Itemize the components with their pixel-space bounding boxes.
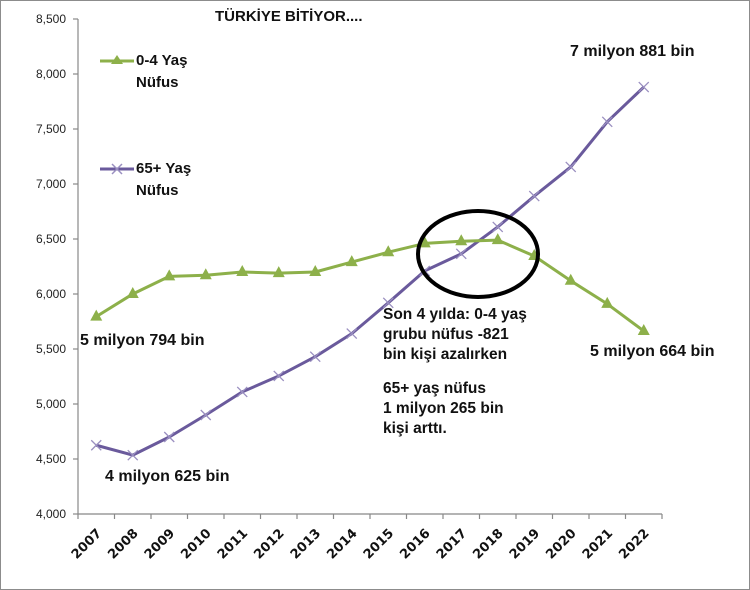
x-marker-icon bbox=[528, 190, 540, 202]
x-marker-icon bbox=[200, 409, 212, 421]
triangle-marker-icon bbox=[126, 287, 139, 298]
note-line: bin kişi azalırken bbox=[383, 346, 508, 363]
x-tick-label: 2019 bbox=[507, 526, 543, 562]
triangle-marker-icon bbox=[236, 265, 249, 276]
x-tick-label: 2013 bbox=[288, 526, 324, 562]
note-text: Son 4 yılda: 0-4 yaş grubu nüfus -821 bi… bbox=[383, 305, 527, 439]
triangle-marker-icon bbox=[637, 323, 650, 335]
x-marker-icon bbox=[127, 449, 139, 461]
legend-label: Nüfus bbox=[136, 74, 179, 91]
x-marker-icon bbox=[638, 81, 650, 93]
y-tick-label: 4,500 bbox=[36, 452, 66, 466]
x-tick-label: 2021 bbox=[580, 526, 616, 562]
x-marker-icon bbox=[382, 297, 394, 309]
note-line: grubu nüfus -821 bbox=[383, 326, 509, 343]
y-tick-label: 5,500 bbox=[36, 342, 66, 356]
note-line: kişi arttı. bbox=[383, 420, 447, 437]
x-tick-label: 2009 bbox=[142, 526, 178, 562]
triangle-marker-icon bbox=[100, 50, 134, 70]
note-line: 1 milyon 265 bin bbox=[383, 400, 504, 417]
annotation-green-start: 5 milyon 794 bin bbox=[80, 332, 205, 349]
annotation-purple-start: 4 milyon 625 bin bbox=[105, 468, 230, 485]
triangle-marker-icon bbox=[199, 268, 212, 280]
legend-label: 65+ Yaş bbox=[136, 160, 192, 177]
legend-item-65plus: 65+ Yaş Nüfus bbox=[100, 158, 191, 202]
triangle-marker-icon bbox=[309, 265, 322, 276]
y-tick-label: 7,000 bbox=[36, 177, 66, 191]
note-line: 65+ yaş nüfus bbox=[383, 380, 486, 397]
triangle-marker-icon bbox=[345, 255, 358, 267]
y-tick-label: 6,000 bbox=[36, 287, 66, 301]
x-tick-label: 2016 bbox=[397, 526, 433, 562]
x-tick-label: 2011 bbox=[215, 526, 251, 562]
triangle-marker-icon bbox=[272, 266, 285, 278]
x-marker-icon bbox=[163, 431, 175, 443]
triangle-marker-icon bbox=[564, 273, 577, 285]
series-layer bbox=[90, 81, 650, 461]
triangle-marker-icon bbox=[491, 233, 504, 245]
x-marker-icon bbox=[90, 439, 102, 451]
legend-item-0-4: 0-4 Yaş Nüfus bbox=[100, 50, 187, 94]
legend-label: Nüfus bbox=[136, 182, 179, 199]
y-tick-label: 8,000 bbox=[36, 67, 66, 81]
x-marker-icon bbox=[455, 248, 467, 260]
x-marker-icon bbox=[492, 221, 504, 233]
x-marker-icon bbox=[273, 370, 285, 382]
x-tick-label: 2014 bbox=[324, 526, 360, 562]
x-tick-label: 2022 bbox=[616, 526, 652, 562]
legend-label: 0-4 Yaş bbox=[136, 52, 188, 69]
triangle-marker-icon bbox=[90, 309, 103, 321]
x-tick-label: 2015 bbox=[361, 526, 397, 562]
x-axis: 2007 2008 2009 2010 2011 2012 2013 2014 2015 2016… bbox=[69, 513, 663, 562]
x-marker-icon bbox=[236, 386, 248, 398]
annotation-purple-end: 7 milyon 881 bin bbox=[570, 43, 695, 60]
x-tick-label: 2008 bbox=[105, 526, 141, 562]
y-tick-label: 7,500 bbox=[36, 122, 66, 136]
triangle-marker-icon bbox=[163, 269, 176, 281]
y-tick-label: 8,500 bbox=[36, 12, 66, 26]
series-0-4-yas bbox=[90, 233, 650, 335]
y-tick-label: 4,000 bbox=[36, 507, 66, 521]
x-tick-label: 2007 bbox=[69, 526, 105, 562]
y-tick-label: 5,000 bbox=[36, 397, 66, 411]
chart-title: TÜRKİYE BİTİYOR.... bbox=[215, 8, 363, 25]
x-marker-icon bbox=[601, 116, 613, 128]
y-axis: 4,000 4,500 5,000 5,500 6,000 6,500 7,000 7,500… bbox=[36, 12, 79, 521]
y-tick-label: 6,500 bbox=[36, 232, 66, 246]
x-marker-icon bbox=[565, 161, 577, 173]
highlight-ellipse bbox=[416, 209, 540, 299]
x-tick-label: 2012 bbox=[251, 526, 287, 562]
triangle-marker-icon bbox=[382, 245, 395, 257]
series-65plus-yas bbox=[90, 81, 650, 461]
x-marker-icon bbox=[346, 328, 358, 340]
triangle-marker-icon bbox=[418, 236, 431, 248]
triangle-marker-icon bbox=[601, 296, 614, 308]
x-tick-label: 2020 bbox=[543, 526, 579, 562]
x-tick-label: 2018 bbox=[470, 526, 506, 562]
annotation-green-end: 5 milyon 664 bin bbox=[590, 343, 715, 360]
x-marker-icon bbox=[100, 158, 134, 178]
x-marker-icon bbox=[309, 351, 321, 363]
note-line: Son 4 yılda: 0-4 yaş bbox=[383, 306, 527, 323]
triangle-marker-icon bbox=[455, 234, 468, 246]
x-tick-label: 2010 bbox=[178, 526, 214, 562]
x-tick-label: 2017 bbox=[434, 526, 470, 562]
